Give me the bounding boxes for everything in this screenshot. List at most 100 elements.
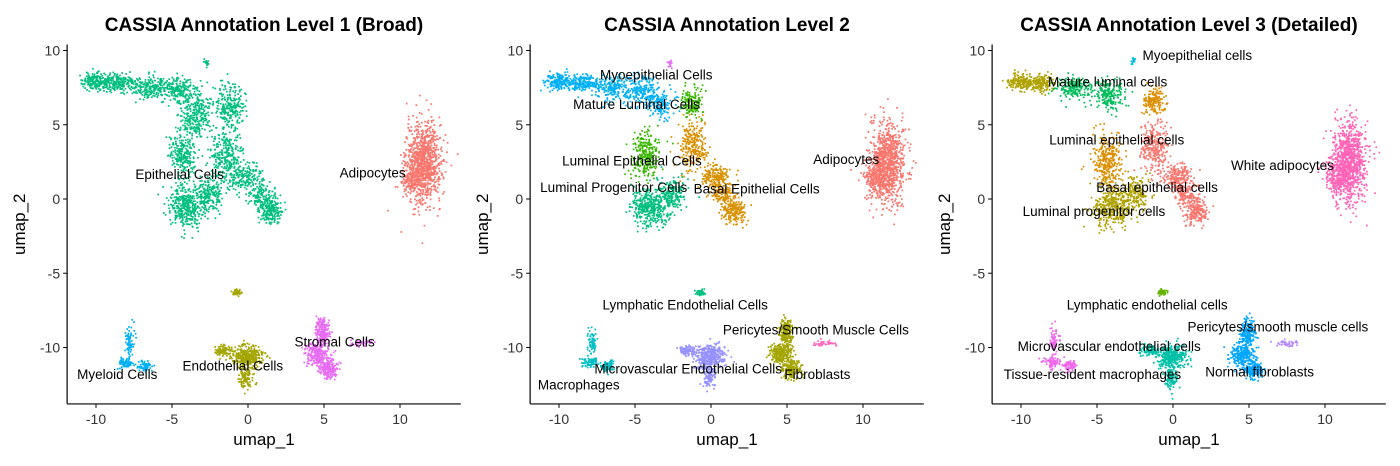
cell-point [438,176,440,178]
cell-point [225,179,228,182]
cell-point [394,185,397,188]
cell-point [416,162,419,164]
cell-point [429,157,432,160]
cell-point [217,201,220,203]
cell-point [219,143,222,146]
cell-point [197,111,199,113]
cell-point [193,220,196,223]
cell-point [235,289,237,292]
cell-point [224,85,226,88]
cell-point [419,144,422,146]
cell-point [124,332,127,334]
cell-point [88,90,91,93]
cell-point [187,141,189,143]
cell-point [97,75,100,78]
cell-point [89,78,91,81]
cell-point [190,117,193,120]
cell-point [242,352,245,354]
cell-point [238,100,240,103]
cell-point [267,204,269,207]
cell-point [170,151,173,154]
cell-point [246,342,249,345]
cell-point [280,214,282,216]
cell-point [272,209,275,211]
cell-point [411,175,414,178]
cell-point [435,148,437,151]
cell-point [183,89,186,92]
cell-point [174,143,177,145]
cell-point [216,181,218,184]
cell-point [418,158,421,161]
cell-point [429,154,432,157]
cell-point [187,86,190,89]
cell-point [235,360,238,362]
cell-point [247,202,250,205]
cell-point [113,85,115,87]
cell-point [219,171,222,174]
cell-point [141,363,144,366]
cell-point [434,176,436,178]
cell-point [255,165,257,168]
cell-point [220,193,222,195]
cell-point [173,92,175,95]
cell-point [104,79,107,82]
cell-point [155,86,158,89]
cell-point [259,201,262,204]
cell-point [183,167,185,170]
cell-point [258,191,260,193]
cell-point [439,155,442,157]
cell-point [209,192,211,195]
cell-point [175,202,178,205]
cell-point [194,120,196,123]
cell-point [250,352,253,355]
cell-point [317,317,320,320]
cell-point [258,188,261,191]
cell-point [187,195,189,197]
cell-point [159,82,161,85]
cell-point [411,146,414,149]
cell-point [420,166,423,168]
cell-point [252,355,255,357]
cell-point [201,201,204,203]
cell-point [236,120,238,123]
cell-point [231,111,234,114]
cell-point [224,161,227,164]
cell-point [172,78,175,80]
cell-point [109,86,112,88]
cell-point [175,188,178,191]
cell-point [406,195,408,197]
cell-point [119,86,122,89]
cell-point [197,196,200,198]
cell-point [320,346,323,349]
cell-point [178,156,181,159]
cell-point [428,149,431,152]
cell-point [84,79,86,82]
cell-point [212,201,214,203]
cell-point [178,174,181,177]
cell-point [99,78,101,80]
cell-point [138,361,140,363]
cell-point [117,82,120,85]
cell-point [276,215,278,217]
cell-point [219,358,221,360]
cell-point [415,199,418,202]
cell-point [180,205,182,207]
cell-point [113,82,116,85]
cell-point [410,190,413,193]
cell-point [153,92,155,95]
cell-point [252,169,254,172]
cell-point [424,193,426,196]
cell-point [411,169,413,171]
cell-point [223,133,226,136]
cell-point [125,334,128,337]
cell-point [226,100,228,103]
cell-point [227,168,230,171]
cell-point [196,104,198,107]
cell-point [412,115,414,117]
cell-point [122,363,125,365]
cell-point [221,152,223,154]
cell-point [84,80,87,83]
cell-point [217,100,219,103]
cell-point [258,360,261,362]
cell-point [431,171,434,174]
